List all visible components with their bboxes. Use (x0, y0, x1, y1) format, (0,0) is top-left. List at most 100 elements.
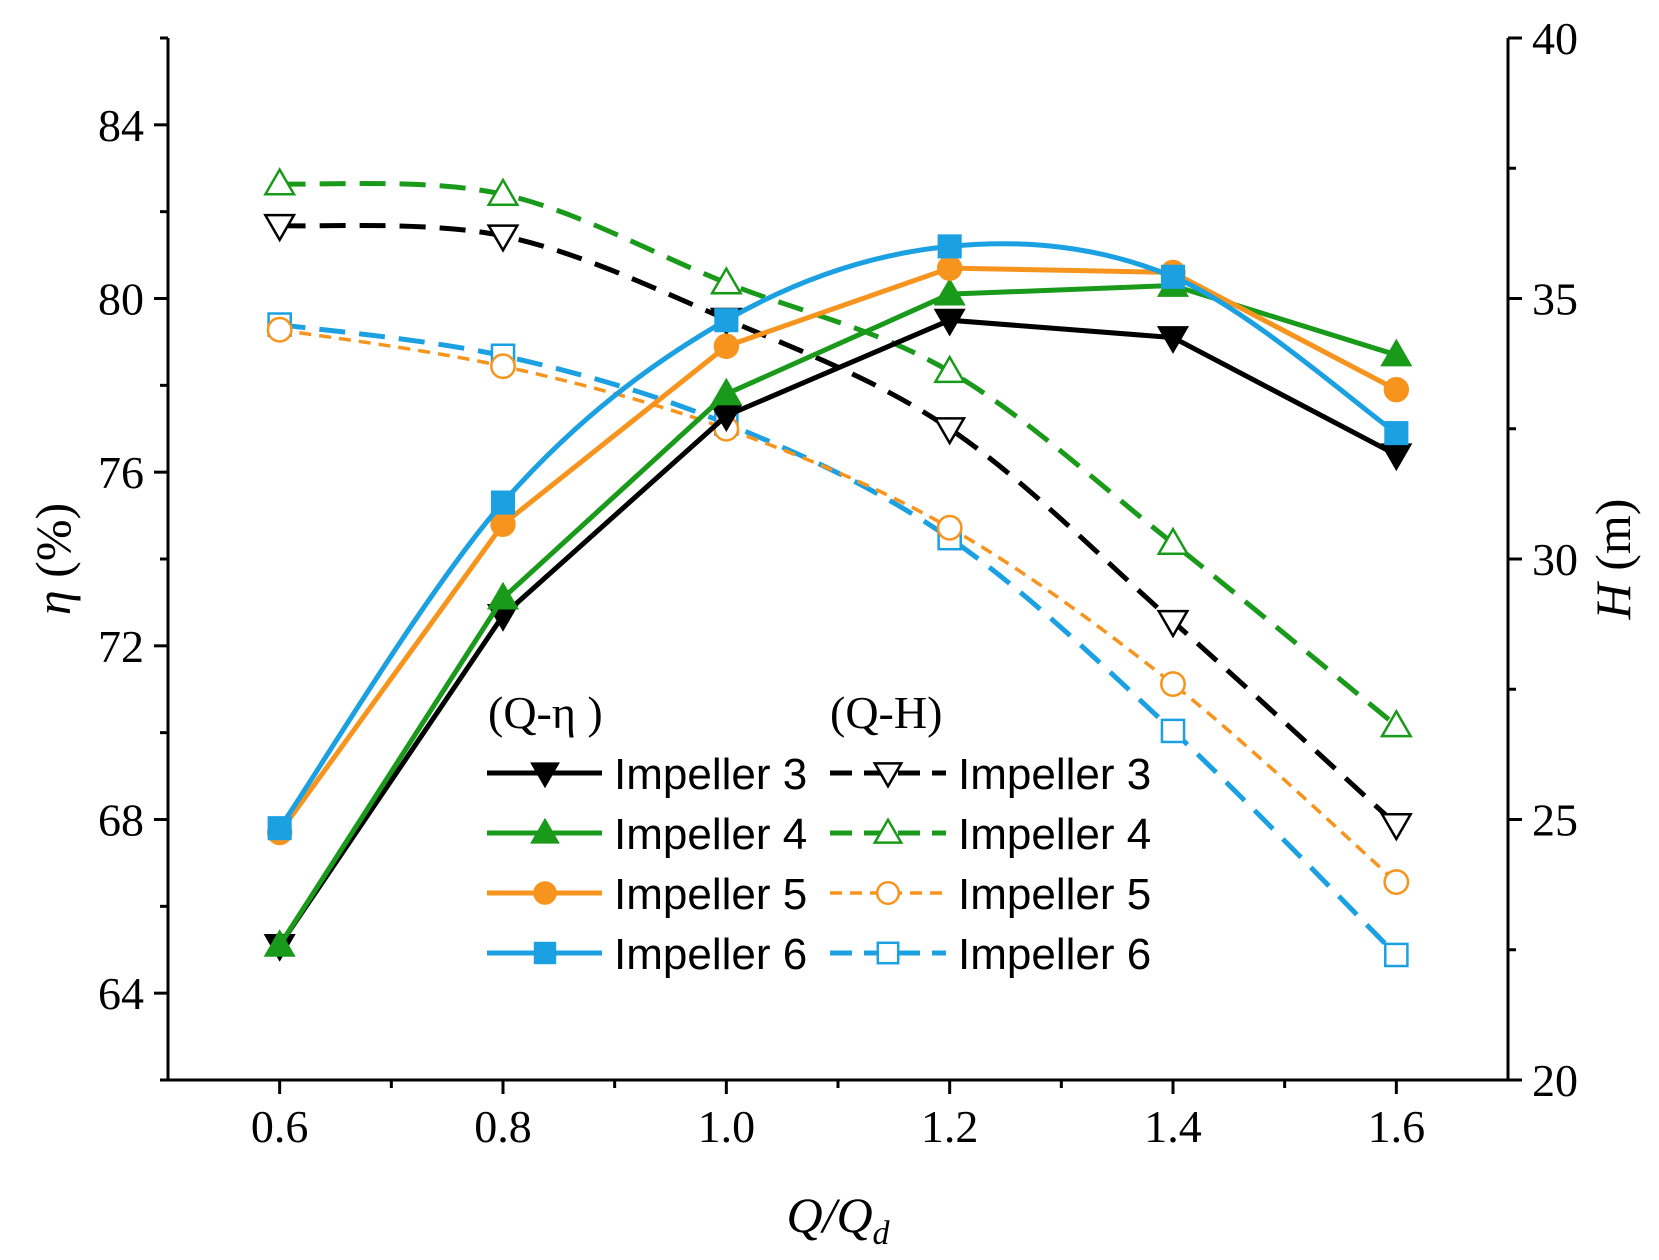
x-axis-title: Q/Qd (786, 1187, 890, 1252)
x-tick-label: 0.6 (251, 1101, 309, 1152)
series-line (279, 222, 1399, 827)
data-point-square (937, 234, 962, 259)
legend-label: Impeller 4 (958, 810, 1151, 859)
data-point-triangle-up (1379, 708, 1413, 738)
legend-item: Impeller 4 (830, 810, 1151, 859)
legend-item: Impeller 6 (487, 930, 807, 979)
data-point-triangle-down (1380, 443, 1413, 472)
y-right-tick-label: 40 (1532, 13, 1578, 64)
data-point-square (267, 816, 292, 841)
data-point-circle (266, 316, 293, 343)
data-point-circle (1383, 869, 1410, 895)
series-line (277, 317, 1398, 947)
y-right-tick-label: 20 (1532, 1055, 1578, 1106)
legend-item: Impeller 3 (830, 750, 1151, 799)
series-line (277, 241, 1398, 830)
data-point-square (490, 490, 516, 515)
y-right-axis-title-unit: (m) (1585, 499, 1641, 584)
x-tick-label: 1.4 (1144, 1101, 1202, 1152)
legend-label: Impeller 5 (614, 870, 807, 919)
y-right-tick-label: 25 (1532, 795, 1578, 846)
legend-swatch-marker (533, 941, 557, 965)
x-tick-label: 1.0 (698, 1101, 756, 1152)
legend-label: Impeller 6 (958, 930, 1151, 979)
legend-swatch-marker (533, 881, 557, 905)
legend-item: Impeller 4 (487, 810, 807, 859)
y-left-axis-title-unit: (%) (25, 503, 81, 590)
x-axis-title-main: Q/Q (786, 1187, 872, 1243)
data-point-triangle-up (933, 354, 967, 384)
data-point-triangle-up (486, 581, 520, 610)
data-point-circle (713, 333, 740, 359)
data-point-triangle-up (486, 177, 520, 206)
data-point-triangle-down (1156, 326, 1190, 354)
series-q-impeller-3 (263, 308, 1413, 962)
data-point-square (1384, 942, 1409, 968)
y-left-tick-label: 72 (98, 621, 144, 672)
legend-swatch-marker (872, 762, 904, 789)
y-left-tick-label: 64 (98, 968, 144, 1019)
series-q-impeller-6 (267, 234, 1409, 841)
data-point-square (1384, 421, 1409, 446)
legend: (Q-η ) (Q-H) Impeller 3 Impeller 3 Impeller … (487, 687, 1151, 979)
y-left-tick-label: 68 (98, 795, 144, 846)
y-left-axis-title-symbol: η (25, 590, 81, 615)
legend-swatch-marker (530, 817, 560, 844)
legend-swatch-marker (876, 941, 900, 965)
data-point-triangle-up (263, 167, 297, 196)
legend-item: Impeller 6 (830, 930, 1151, 979)
legend-group-title-q-h: (Q-H) (830, 687, 942, 738)
x-tick-label: 0.8 (474, 1101, 532, 1152)
legend-group-title-q-eta: (Q-η ) (488, 687, 603, 738)
data-point-circle (490, 353, 516, 380)
y-right-axis-title-symbol: H (1585, 580, 1641, 620)
legend-item: Impeller 5 (830, 870, 1151, 919)
x-tick-label: 1.6 (1368, 1101, 1426, 1152)
data-point-circle (936, 514, 963, 541)
legend-label: Impeller 4 (614, 810, 807, 859)
y-left-tick-label: 80 (98, 274, 144, 325)
data-point-triangle-down (486, 224, 520, 253)
data-point-triangle-down (1379, 813, 1413, 842)
data-point-triangle-up (1380, 338, 1413, 367)
series-qh-impeller-4 (263, 167, 1413, 738)
series-qh-impeller-6 (267, 312, 1409, 968)
axes: 0.6 0.8 1.0 1.2 1.4 1.6 64 68 72 76 80 84 20 25 30 35 40… (25, 13, 1641, 1252)
y-right-tick-label: 35 (1532, 274, 1578, 325)
series-line (277, 282, 1398, 947)
data-point-circle (936, 255, 963, 281)
legend-swatch-marker (530, 762, 560, 789)
series-line (279, 322, 1399, 957)
series-line (277, 265, 1398, 834)
series-qh-impeller-3 (263, 213, 1413, 842)
legend-swatch-marker (875, 880, 901, 906)
x-axis-title-sub: d (873, 1215, 891, 1252)
data-point-square (1160, 718, 1186, 744)
data-point-triangle-up (933, 277, 966, 306)
y-right-tick-label: 30 (1532, 534, 1578, 585)
x-tick-label: 1.2 (921, 1101, 979, 1152)
y-left-tick-label: 76 (98, 447, 144, 498)
legend-label: Impeller 3 (614, 750, 807, 799)
data-point-triangle-up (710, 377, 743, 406)
legend-label: Impeller 6 (614, 930, 807, 979)
series-layer (263, 167, 1413, 968)
data-point-circle (1383, 376, 1410, 403)
y-left-axis-title: η (%) (25, 503, 81, 615)
data-point-square (714, 308, 739, 333)
series-qh-impeller-5 (266, 316, 1410, 895)
data-point-triangle-down (933, 417, 967, 446)
series-line (279, 328, 1398, 884)
legend-item: Impeller 3 (487, 750, 807, 799)
data-point-triangle-up (263, 929, 296, 957)
y-left-tick-label: 84 (98, 100, 144, 151)
legend-label: Impeller 5 (958, 870, 1151, 919)
data-point-triangle-up (709, 266, 743, 295)
data-point-circle (1160, 671, 1186, 697)
y-right-axis-title: H (m) (1585, 499, 1641, 621)
data-point-triangle-down (1156, 609, 1190, 639)
data-point-triangle-down (263, 213, 297, 243)
data-point-triangle-up (1156, 526, 1190, 556)
